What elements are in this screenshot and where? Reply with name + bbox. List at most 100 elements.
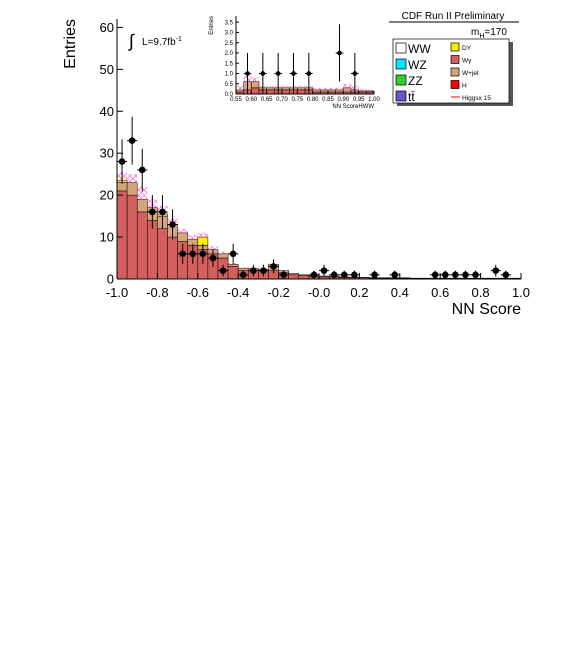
- bar-higgsx-15-8: [297, 85, 305, 88]
- bar-higgsx-15-1: [127, 174, 138, 183]
- legend-swatch-right-2: [450, 67, 460, 77]
- bar-w--5: [167, 236, 178, 280]
- bar-higgsx-15-11: [320, 87, 328, 90]
- bar-w--8: [297, 89, 306, 95]
- legend-swatch-right-1: [450, 55, 460, 64]
- bar-w-jet-10: [217, 253, 229, 259]
- data-point-4: [306, 71, 312, 76]
- bar-higgsx-15-10: [218, 251, 229, 254]
- bar-w-jet-13: [335, 89, 344, 93]
- bar-w--4: [266, 89, 275, 95]
- y-axis-title: Entries: [209, 16, 215, 35]
- bar-w-jet-10: [312, 89, 321, 93]
- data-point-10: [219, 267, 227, 274]
- x-tick-label-8: 0.6: [431, 285, 449, 300]
- legend: WW WZ ZZ tt̄ DY Wγ W+jet H Higgsx 15: [392, 38, 513, 106]
- legend-label-left-3: tt̄: [408, 90, 415, 104]
- bar-w-jet-6: [281, 87, 290, 91]
- y-tick-label-3: 30: [100, 146, 114, 161]
- data-point-0: [245, 71, 250, 76]
- legend-label-left-2: ZZ: [408, 74, 423, 88]
- legend-swatch-left-3: [395, 90, 407, 102]
- bar-w--3: [147, 220, 158, 280]
- bar-higgsx-15-8: [197, 232, 208, 238]
- main-histogram: -1.0 -0.8 -0.6 -0.4 -0.2 -0.0 0.2 0.4 0.6 0.8 1.00…: [62, 19, 530, 318]
- inset-background: [204, 10, 386, 114]
- x-tick-label-4: 0.75: [291, 97, 303, 103]
- x-tick-label-3: -0.4: [227, 285, 249, 300]
- bar-w-jet-16: [358, 90, 367, 93]
- data-point-5: [337, 50, 342, 56]
- data-point-5: [169, 221, 176, 228]
- bar-higgsx-15-13: [335, 87, 344, 90]
- data-point-22: [371, 271, 378, 279]
- bar-w--2: [251, 87, 260, 95]
- x-tick-label-7: 0.4: [391, 285, 409, 300]
- bar-w-jet-11: [320, 89, 329, 93]
- legend-label-left-1: WZ: [408, 58, 427, 72]
- bar-w-jet-12: [237, 268, 249, 271]
- data-point-27: [462, 271, 469, 279]
- y-tick-label-2: 1.0: [225, 72, 234, 78]
- legend-label-right-4: Higgsx 15: [462, 95, 491, 102]
- inset-histogram: 0.55 0.60 0.65 0.70 0.75 0.80 0.85 0.90 0.95 1.00…: [204, 10, 386, 114]
- legend-label-right-1: Wγ: [462, 58, 472, 65]
- bar-w--11: [227, 266, 239, 280]
- bar-w-jet-17: [366, 90, 375, 93]
- x-tick-label-6: 0.85: [322, 97, 334, 103]
- legend-swatch-right-0: [450, 42, 460, 52]
- bar-higgsx-15-0: [236, 85, 244, 90]
- bar-w-jet-0: [235, 89, 244, 93]
- bar-w--1: [126, 194, 138, 280]
- data-point-25: [441, 271, 449, 279]
- y-tick-label-6: 3.0: [225, 31, 234, 37]
- data-point-9: [209, 254, 217, 262]
- data-point-18: [320, 267, 328, 274]
- data-point-2: [275, 71, 281, 76]
- y-tick-label-5: 2.5: [225, 41, 234, 47]
- legend-swatch-left-2: [395, 74, 407, 86]
- bar-higgsx-15-12: [238, 267, 249, 269]
- y-tick-label-3: 1.5: [225, 61, 234, 67]
- legend-swatch-left-0: [395, 42, 407, 54]
- x-axis-title: NN ScoreHWW: [332, 104, 374, 110]
- bar-higgsx-15-6: [177, 228, 188, 233]
- bar-higgsx-15-2: [137, 186, 148, 200]
- x-tick-label-1: -0.8: [146, 285, 168, 300]
- data-point-12: [239, 271, 247, 279]
- bar-higgsx-15-17: [366, 89, 374, 91]
- x-tick-label-6: 0.2: [350, 285, 368, 300]
- x-tick-label-1: 0.60: [245, 97, 257, 103]
- x-tick-label-5: 0.80: [307, 97, 319, 103]
- x-tick-label-8: 0.95: [353, 97, 365, 103]
- data-point-8: [199, 250, 207, 258]
- data-point-16: [280, 271, 287, 279]
- x-tick-label-9: 0.8: [472, 285, 490, 300]
- y-tick-label-1: 10: [100, 230, 114, 245]
- bar-w--4: [157, 228, 168, 280]
- y-tick-label-0: 0.0: [225, 92, 234, 98]
- legend-swatch-right-3: [450, 80, 460, 89]
- legend-label-right-2: W+jet: [462, 70, 479, 77]
- bar-w-jet-17: [288, 273, 300, 276]
- bar-w--17: [288, 274, 300, 280]
- bar-higgsx-15-10: [312, 87, 321, 90]
- data-point-11: [229, 250, 237, 258]
- data-point-29: [492, 267, 500, 274]
- bar-higgsx-15-12: [328, 87, 336, 90]
- y-tick-label-4: 40: [100, 104, 114, 119]
- data-point-23: [391, 271, 399, 279]
- y-tick-label-1: 0.5: [225, 82, 234, 88]
- data-point-1: [260, 71, 266, 76]
- integral-symbol: ∫: [127, 31, 135, 51]
- data-point-2: [138, 166, 146, 174]
- data-point-30: [502, 271, 510, 279]
- y-tick-label-5: 50: [100, 62, 114, 77]
- data-point-0: [118, 158, 126, 165]
- bar-w--0: [116, 190, 128, 280]
- experiment-label: CDF Run II Preliminary: [402, 11, 505, 22]
- data-point-19: [330, 271, 338, 279]
- legend-swatch-left-1: [395, 58, 407, 70]
- y-axis-title: Entries: [62, 19, 79, 69]
